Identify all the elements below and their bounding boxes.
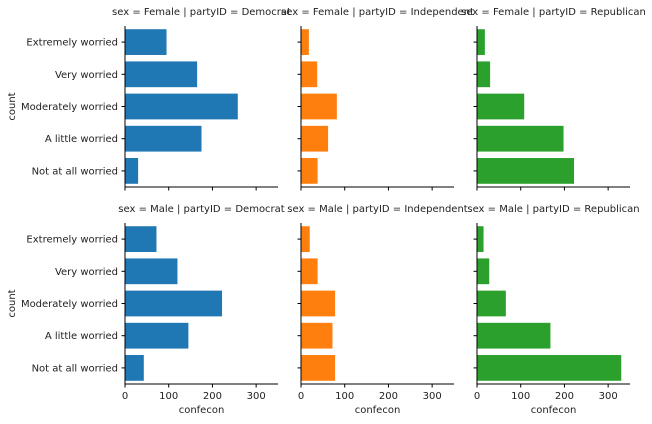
y-axis-label: count xyxy=(7,289,18,317)
x-tick-label: 300 xyxy=(247,391,266,402)
y-tick-label: Very worried xyxy=(55,70,118,81)
bar-extremely-worried xyxy=(301,226,310,252)
bar-a-little-worried xyxy=(477,322,551,349)
panel-title: sex = Female | partyID = Independent xyxy=(281,7,474,18)
bar-moderately-worried xyxy=(477,290,506,317)
bar-extremely-worried xyxy=(125,226,157,252)
bar-not-at-all-worried xyxy=(125,355,144,381)
panel-title: sex = Male | partyID = Independent xyxy=(287,204,468,215)
y-tick-label: Moderately worried xyxy=(21,102,118,113)
x-axis-label: confecon xyxy=(531,405,577,416)
x-tick-label: 100 xyxy=(159,391,178,402)
x-tick-label: 100 xyxy=(511,391,530,402)
bar-very-worried xyxy=(125,61,198,88)
bar-a-little-worried xyxy=(125,322,189,349)
y-tick-label: A little worried xyxy=(45,331,118,342)
bar-extremely-worried xyxy=(477,226,484,252)
x-tick-label: 0 xyxy=(298,391,304,402)
bar-very-worried xyxy=(125,258,178,285)
y-tick-label: Moderately worried xyxy=(21,299,118,310)
bar-not-at-all-worried xyxy=(477,158,575,184)
bar-moderately-worried xyxy=(125,290,223,317)
x-tick-label: 0 xyxy=(474,391,480,402)
bar-not-at-all-worried xyxy=(477,355,622,381)
x-tick-label: 300 xyxy=(599,391,618,402)
bar-very-worried xyxy=(477,258,490,285)
bar-moderately-worried xyxy=(477,93,525,120)
x-axis-label: confecon xyxy=(355,405,401,416)
bar-moderately-worried xyxy=(301,93,337,120)
bar-not-at-all-worried xyxy=(301,355,336,381)
bar-not-at-all-worried xyxy=(301,158,318,184)
bar-a-little-worried xyxy=(301,322,333,349)
bar-extremely-worried xyxy=(477,29,485,55)
y-tick-label: Very worried xyxy=(55,267,118,278)
bar-extremely-worried xyxy=(301,29,309,55)
bar-a-little-worried xyxy=(301,125,329,152)
panel-title: sex = Male | partyID = Republican xyxy=(467,204,639,215)
bar-moderately-worried xyxy=(301,290,336,317)
bar-very-worried xyxy=(301,258,318,285)
y-tick-label: Extremely worried xyxy=(26,235,118,246)
y-tick-label: Extremely worried xyxy=(26,38,118,49)
panel-title: sex = Male | partyID = Democrat xyxy=(118,204,285,215)
x-tick-label: 0 xyxy=(122,391,128,402)
bar-extremely-worried xyxy=(125,29,167,55)
y-tick-label: A little worried xyxy=(45,134,118,145)
x-tick-label: 200 xyxy=(555,391,574,402)
x-tick-label: 300 xyxy=(423,391,442,402)
x-tick-label: 200 xyxy=(203,391,222,402)
y-tick-label: Not at all worried xyxy=(32,363,118,374)
bar-very-worried xyxy=(477,61,491,88)
bar-a-little-worried xyxy=(125,125,202,152)
bar-not-at-all-worried xyxy=(125,158,139,184)
y-axis-label: count xyxy=(7,92,18,120)
x-axis-label: confecon xyxy=(179,405,225,416)
x-tick-label: 200 xyxy=(379,391,398,402)
bar-very-worried xyxy=(301,61,318,88)
panel-title: sex = Female | partyID = Democrat xyxy=(112,7,291,18)
x-tick-label: 100 xyxy=(335,391,354,402)
bar-a-little-worried xyxy=(477,125,564,152)
bar-moderately-worried xyxy=(125,93,238,120)
y-tick-label: Not at all worried xyxy=(32,166,118,177)
panel-title: sex = Female | partyID = Republican xyxy=(461,7,646,18)
